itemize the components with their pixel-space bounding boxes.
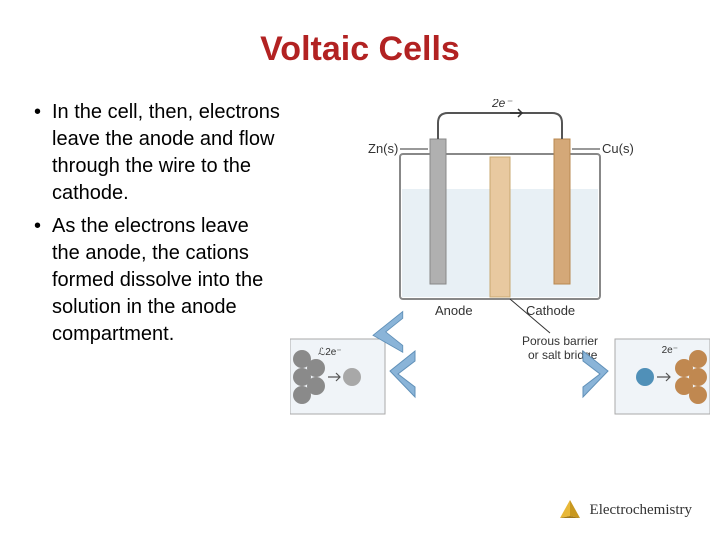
content-row: In the cell, then, electrons leave the a…	[30, 99, 690, 434]
zn-label: Zn(s)	[368, 141, 398, 156]
barrier-label-1: Porous barrier	[522, 334, 598, 348]
voltaic-cell-diagram: 2e⁻ Zn(s) Cu(s) Anode Cathode Porous bar…	[290, 99, 710, 429]
zn-electrode	[430, 139, 446, 284]
cu-electrode	[554, 139, 570, 284]
wire	[438, 113, 562, 139]
cathode-inset-label: 2e⁻	[662, 345, 678, 356]
anode-inset: ℒ2e⁻	[290, 339, 385, 414]
cu-label: Cu(s)	[602, 141, 634, 156]
slide-container: Voltaic Cells In the cell, then, electro…	[0, 0, 720, 540]
bullet-list: In the cell, then, electrons leave the a…	[30, 99, 280, 348]
cathode-inset: 2e⁻	[615, 339, 710, 414]
slide-title: Voltaic Cells	[30, 30, 690, 69]
footer-text: Electrochemistry	[590, 502, 692, 519]
diagram-column: 2e⁻ Zn(s) Cu(s) Anode Cathode Porous bar…	[290, 99, 710, 434]
pyramid-icon	[556, 498, 584, 522]
text-column: In the cell, then, electrons leave the a…	[30, 99, 280, 434]
electron-count-label: 2e⁻	[491, 99, 513, 110]
bullet-item: As the electrons leave the anode, the ca…	[30, 213, 280, 348]
porous-barrier	[490, 157, 510, 297]
anode-arrow-shape	[390, 351, 415, 397]
footer: Electrochemistry	[556, 498, 692, 522]
cathode-label: Cathode	[526, 303, 575, 318]
bullet-item: In the cell, then, electrons leave the a…	[30, 99, 280, 207]
electron-flow-arrow	[510, 109, 522, 117]
anode-label: Anode	[435, 303, 473, 318]
anode-inset-label: ℒ2e⁻	[318, 347, 342, 358]
